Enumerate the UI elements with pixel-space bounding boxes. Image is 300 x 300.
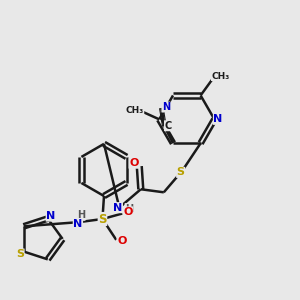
Text: S: S [177,167,185,177]
Text: H: H [77,210,85,220]
Text: N: N [162,102,170,112]
Text: CH₃: CH₃ [125,106,144,115]
Text: CH₃: CH₃ [212,72,230,81]
Text: N: N [46,211,56,221]
Text: O: O [117,236,127,246]
Text: O: O [129,158,138,168]
Text: N: N [113,202,122,213]
Text: C: C [164,121,172,131]
Text: S: S [98,212,107,226]
Text: S: S [16,249,24,259]
Text: N: N [73,219,83,229]
Text: H: H [125,204,133,214]
Text: O: O [123,207,133,217]
Text: N: N [214,114,223,124]
